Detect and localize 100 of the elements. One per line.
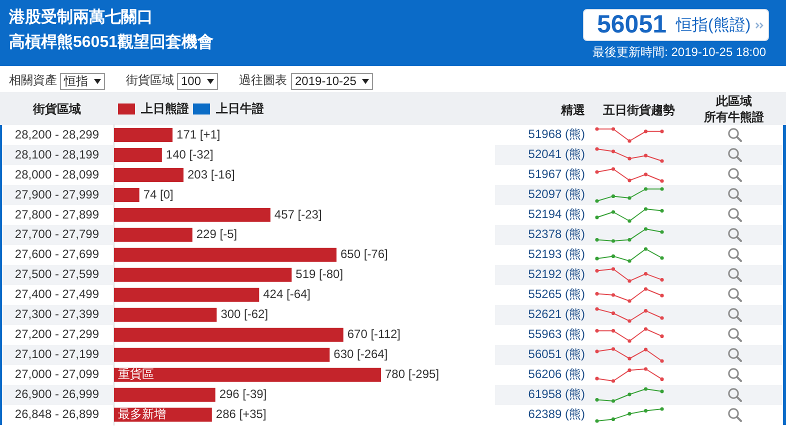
text: 56051 (熊) xyxy=(528,346,585,362)
point xyxy=(660,377,664,381)
data-label: 140 [-32] xyxy=(166,147,214,162)
y-tick-label: 27,900 - 27,999 xyxy=(14,187,100,202)
text: 所有牛熊證 xyxy=(704,110,764,125)
point xyxy=(660,159,664,163)
bar xyxy=(114,328,344,342)
y-tick-label: 27,400 - 27,499 xyxy=(14,287,100,302)
data-label: 630 [-264] xyxy=(334,347,388,362)
point xyxy=(595,238,599,242)
text: 52041 (熊) xyxy=(528,147,585,162)
point xyxy=(660,294,664,298)
point xyxy=(644,287,648,291)
point xyxy=(628,259,632,263)
point xyxy=(644,348,648,352)
point xyxy=(660,179,664,183)
point xyxy=(660,256,664,260)
point xyxy=(660,316,664,320)
text: 52378 (熊) xyxy=(528,227,585,242)
point xyxy=(611,311,616,315)
text: 街貨區域 xyxy=(126,73,174,88)
point xyxy=(595,307,599,311)
select-field: 恒指 xyxy=(60,73,105,90)
point xyxy=(660,230,664,234)
point xyxy=(595,170,599,174)
legend-label: 上日熊證 xyxy=(140,101,190,116)
text: 恒指(熊證) xyxy=(676,16,751,36)
bar xyxy=(114,248,336,262)
point xyxy=(595,292,599,296)
bar xyxy=(114,188,140,202)
point xyxy=(644,227,648,231)
y-tick-label: 26,848 - 26,899 xyxy=(14,407,100,422)
point xyxy=(644,172,648,176)
point xyxy=(644,387,648,391)
point xyxy=(595,199,599,203)
text: 62389 (熊) xyxy=(528,406,585,422)
text: 52621 (熊) xyxy=(528,306,585,322)
bar xyxy=(114,168,184,182)
point xyxy=(628,279,632,283)
point xyxy=(628,392,632,396)
data-label: 519 [-80] xyxy=(296,267,344,282)
text: 52194 (熊) xyxy=(528,207,585,222)
legend-label: 上日牛證 xyxy=(215,101,265,116)
point xyxy=(660,406,664,411)
point xyxy=(611,328,616,332)
y-tick-label: 27,200 - 27,299 xyxy=(14,327,100,342)
point xyxy=(595,418,599,423)
point xyxy=(628,319,632,323)
point xyxy=(628,238,632,242)
data-label: 296 [-39] xyxy=(219,387,267,402)
point xyxy=(611,194,616,198)
select-field: 2019-10-25 xyxy=(291,73,373,90)
point xyxy=(595,147,599,151)
text: 56051 xyxy=(597,10,667,40)
point xyxy=(595,398,599,402)
bar xyxy=(114,368,381,382)
point xyxy=(660,278,664,282)
point xyxy=(644,408,648,412)
data-label: 670 [-112] xyxy=(347,327,400,342)
text: 最後更新時間: 2019-10-25 18:00 xyxy=(592,45,766,60)
annotation: 重貨區 xyxy=(118,367,154,382)
point xyxy=(660,187,664,191)
data-label: 300 [-62] xyxy=(220,307,268,322)
y-tick-label: 27,500 - 27,599 xyxy=(14,267,100,282)
text: 過往圖表 xyxy=(239,73,287,88)
point xyxy=(611,150,616,154)
point xyxy=(611,379,616,383)
chart-title: 港股受制兩萬七關口 xyxy=(9,8,153,28)
point xyxy=(628,356,632,360)
point xyxy=(611,267,616,271)
text: 五日街貨趨勢 xyxy=(603,103,675,118)
point xyxy=(644,154,648,158)
text: 此區域 xyxy=(716,94,752,109)
point xyxy=(611,417,616,421)
point xyxy=(611,347,616,351)
y-axis-title: 街貨區域 xyxy=(33,102,81,117)
point xyxy=(644,187,648,191)
bar xyxy=(114,288,260,302)
y-tick-label: 27,600 - 27,699 xyxy=(14,247,100,262)
annotation: 最多新增 xyxy=(118,407,166,422)
data-label: 286 [+35] xyxy=(216,407,266,422)
y-tick-label: 28,200 - 28,299 xyxy=(14,127,100,142)
data-label: 229 [-5] xyxy=(196,227,238,242)
point xyxy=(660,359,664,363)
bar xyxy=(114,128,173,142)
text: 52097 (熊) xyxy=(528,187,585,202)
text: 相關資產 xyxy=(9,73,57,88)
text: 精選 xyxy=(561,103,585,118)
text: 51967 (熊) xyxy=(528,167,585,182)
data-label: 203 [-16] xyxy=(187,167,235,182)
y-tick-label: 28,000 - 28,099 xyxy=(14,167,100,182)
point xyxy=(628,219,632,223)
point xyxy=(611,293,616,297)
data-label: 424 [-64] xyxy=(263,287,311,302)
point xyxy=(628,156,632,160)
chart-subtitle: 高槓桿熊56051觀望回套機會 xyxy=(9,34,214,52)
y-tick-label: 27,800 - 27,899 xyxy=(14,207,100,222)
point xyxy=(611,210,616,214)
point xyxy=(611,254,616,258)
text: 56206 (熊) xyxy=(528,366,585,382)
